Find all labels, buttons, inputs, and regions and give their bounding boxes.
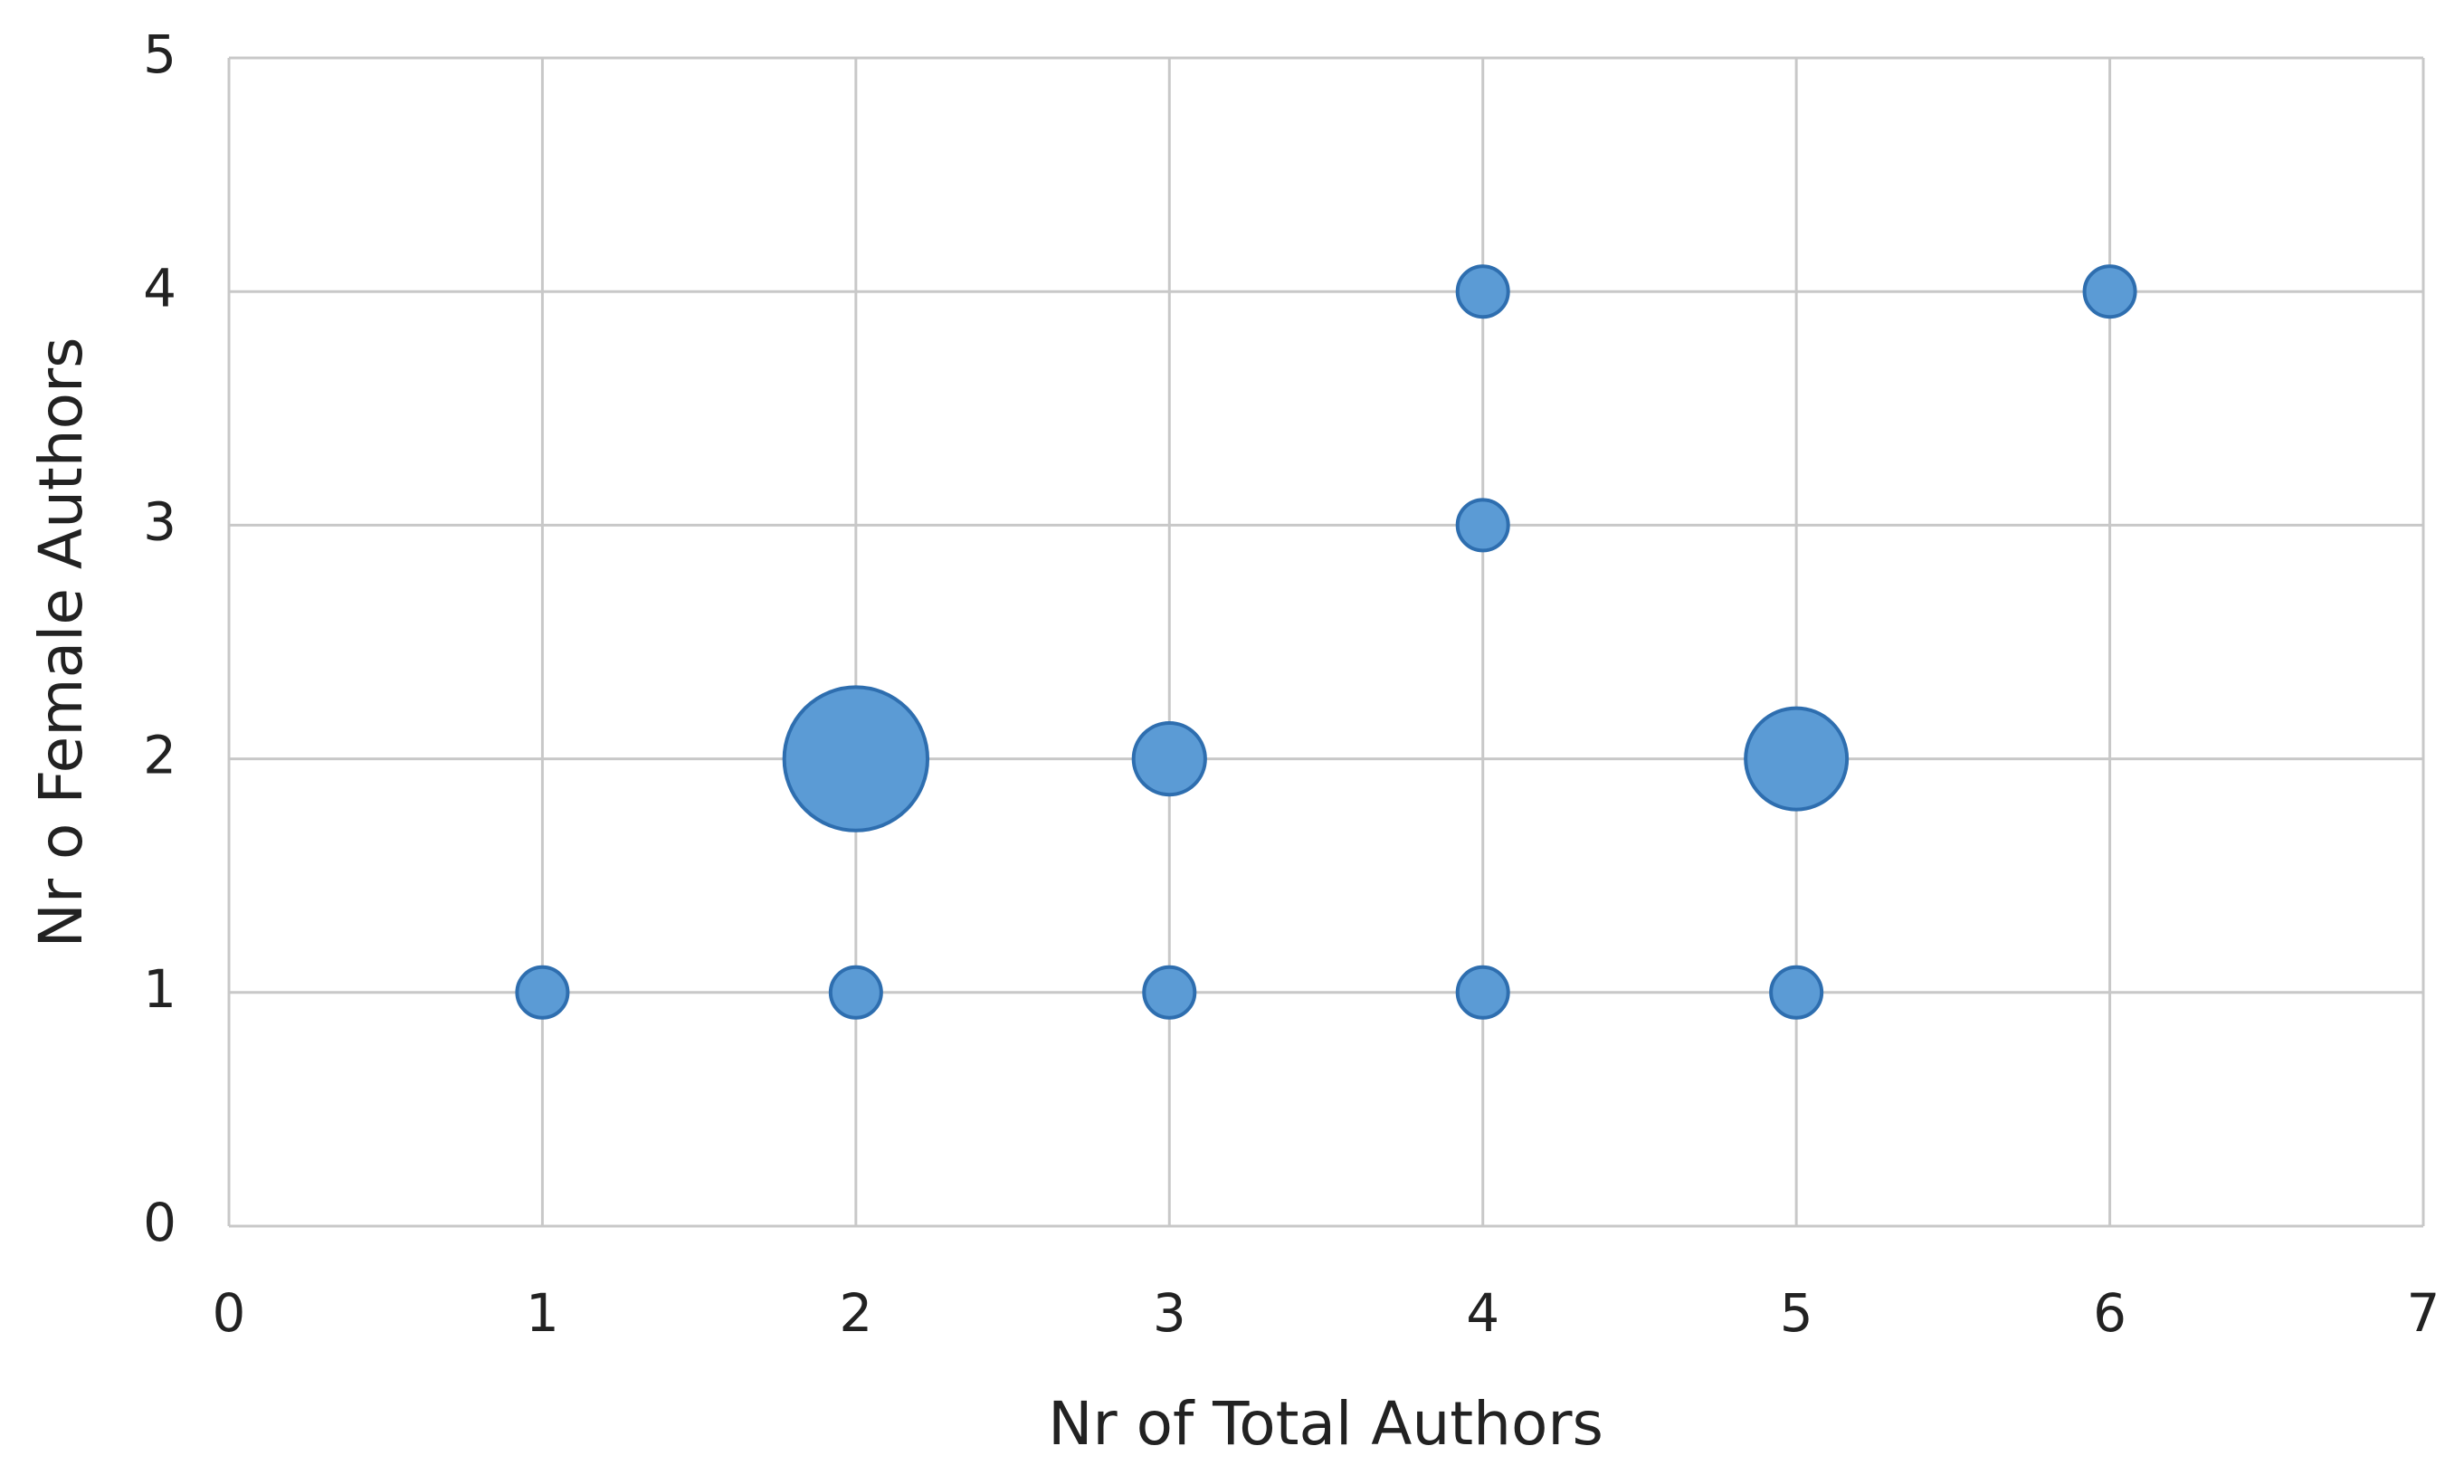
bubble <box>1455 965 1510 1020</box>
bubble <box>1744 706 1850 812</box>
bubble <box>1455 264 1510 319</box>
bubble <box>828 965 883 1020</box>
y-tick-label: 4 <box>143 257 176 319</box>
bubble <box>1769 965 1824 1020</box>
bubble <box>1131 721 1207 797</box>
x-tick-label: 7 <box>2407 1282 2440 1344</box>
x-tick-label: 2 <box>839 1282 872 1344</box>
x-axis-title: Nr of Total Authors <box>1048 1389 1603 1459</box>
x-tick-label: 3 <box>1153 1282 1186 1344</box>
bubble <box>1142 965 1197 1020</box>
y-tick-label: 5 <box>143 24 176 85</box>
bubble <box>782 685 930 832</box>
x-tick-label: 4 <box>1466 1282 1499 1344</box>
x-tick-label: 6 <box>2093 1282 2126 1344</box>
x-tick-label: 5 <box>1780 1282 1813 1344</box>
bubble <box>515 965 570 1020</box>
y-tick-label: 1 <box>143 958 176 1020</box>
bubble <box>2082 264 2137 319</box>
y-tick-label: 3 <box>143 491 176 553</box>
x-tick-label: 0 <box>213 1282 246 1344</box>
y-axis-title: Nr o Female Authors <box>26 337 96 947</box>
y-tick-label: 0 <box>143 1192 176 1253</box>
x-tick-label: 1 <box>526 1282 559 1344</box>
y-tick-label: 2 <box>143 725 176 786</box>
bubble <box>1455 498 1510 553</box>
